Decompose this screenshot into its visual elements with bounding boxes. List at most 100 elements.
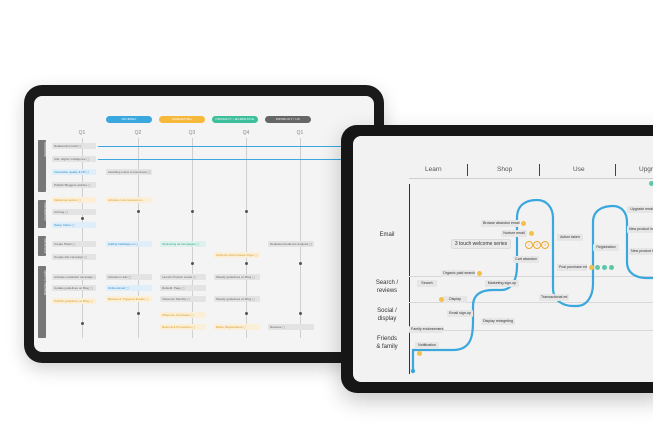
roadmap-cell[interactable]: Optimising ad campaigns ▢ <box>160 241 206 247</box>
roadmap-cell[interactable]: Awarding online to Facebook ▢ <box>106 169 152 175</box>
channel-divider <box>409 330 653 331</box>
header-rule <box>409 178 653 179</box>
status-dot <box>477 271 482 276</box>
touchpoint[interactable]: Family endorsement <box>409 326 444 333</box>
roadmap-cell[interactable]: Ads: Higher Intelligence ▢ <box>52 156 96 162</box>
roadmap-cell[interactable]: Activate in ads ▢ <box>106 274 152 280</box>
touchpoint[interactable]: Search <box>417 280 437 287</box>
roadmap-cell[interactable]: Relationship build ▢ <box>52 143 96 149</box>
roadmap-cell[interactable]: Reviews ▢ <box>268 324 314 330</box>
timeline-marker <box>245 210 248 213</box>
channel-search-reviews: Search / reviews <box>375 280 399 294</box>
stage-learn[interactable]: Learn <box>425 166 442 173</box>
channel-pill-journey[interactable]: JOURNEY <box>106 116 152 123</box>
roadmap-cell[interactable]: Publish Bloggers articles ▢ <box>52 182 96 188</box>
timeline-marker <box>81 322 84 325</box>
timeline-marker <box>245 312 248 315</box>
status-dot <box>439 297 444 302</box>
touchpoint[interactable]: Display retargeting <box>481 318 515 325</box>
status-dot <box>595 265 600 270</box>
roadmap-cell[interactable]: Google Ads campaign ▢ <box>52 254 96 260</box>
touchpoint[interactable]: Registration <box>593 244 619 251</box>
roadmap-cell[interactable]: Activate newsletter campaign ▢ <box>52 274 96 280</box>
channel-pill-product-marketing[interactable]: PRODUCT / MARKETING <box>212 116 258 123</box>
roadmap-cell[interactable]: Activate more focused on... <box>106 197 152 203</box>
roadmap-cell[interactable]: Optimize Performance Page ▢ <box>214 252 260 258</box>
timeline-marker <box>137 210 140 213</box>
roadmap-cell[interactable]: Wherever Consistent ▢ <box>160 312 206 318</box>
roadmap-cell[interactable]: Create Tiktok ▢ <box>52 241 96 247</box>
journey-path <box>410 198 653 374</box>
quarter-label: Q1 <box>296 130 304 136</box>
timeline-marker <box>299 262 302 265</box>
journey-map-screen: Learn Shop Use Upgr Email Search / revie… <box>353 136 653 382</box>
timeline-marker <box>299 312 302 315</box>
timeline-marker <box>191 262 194 265</box>
step-number: 2 <box>533 241 541 249</box>
channel-pill-marketing[interactable]: MARKETING <box>159 116 205 123</box>
roadmap-cell[interactable]: Better Registrations ▢ <box>214 324 260 330</box>
quarter-label: Q3 <box>188 130 196 136</box>
channel-email: Email <box>379 232 395 238</box>
touchpoint[interactable]: Organic paid search <box>441 270 476 277</box>
status-dot <box>589 265 594 270</box>
roadmap-cell[interactable]: Launch Product Leads ▢ <box>160 274 206 280</box>
touchpoint[interactable]: Transactional ed <box>539 294 569 301</box>
touchpoint[interactable]: Upgrade email <box>627 206 653 213</box>
touchpoint[interactable]: Action taken <box>557 234 583 241</box>
phase-conversion: Conversion <box>38 236 47 256</box>
timeline-line <box>138 138 139 338</box>
roadmap-cell[interactable]: Update guidelines on Blog ▢ <box>52 285 96 291</box>
roadmap-cell[interactable]: Behaviour Triggered Emails ▢ <box>106 296 152 302</box>
stage-upgrade[interactable]: Upgr <box>639 166 653 173</box>
welcome-series-highlight[interactable]: 3 touch welcome series <box>451 239 511 249</box>
quarter-label: Q4 <box>242 130 250 136</box>
stage-use[interactable]: Use <box>573 166 585 173</box>
touchpoint[interactable]: Post purchase ed <box>557 264 587 271</box>
status-dot <box>609 265 614 270</box>
timeline-marker <box>81 217 84 220</box>
roadmap-cell[interactable]: Influencer Monthly ▢ <box>160 296 206 302</box>
roadmap-cell[interactable]: Setup Yokoo ▢ <box>52 222 96 228</box>
phase-label: Awareness <box>43 142 47 157</box>
roadmap-cell[interactable]: Referral & Promotions ▢ <box>160 324 206 330</box>
channel-axis <box>409 184 411 374</box>
roadmap-cell[interactable]: Adding hashtags on ▢ <box>106 241 152 247</box>
step-number: 1 <box>525 241 533 249</box>
roadmap-cell[interactable]: Marketing section ▢ <box>52 197 96 203</box>
touchpoint[interactable]: New product info <box>627 226 653 233</box>
channel-pill-product-ux[interactable]: PRODUCT / UX <box>265 116 311 123</box>
stage-shop[interactable]: Shop <box>497 166 513 173</box>
timeline-line <box>82 138 83 338</box>
phase-consideration: Consideration <box>38 200 47 228</box>
roadmap-cell[interactable]: Weekly guidelines on Blog ▢ <box>214 296 260 302</box>
roadmap-cell[interactable]: Dedicated Audience analysis ▢ <box>268 241 314 247</box>
phase-awareness: Awareness <box>38 140 47 192</box>
roadmap-screen: JOURNEY MARKETING PRODUCT / MARKETING PR… <box>34 96 374 352</box>
touchpoint[interactable]: New product teaser <box>629 248 653 255</box>
roadmap-cell[interactable]: Weekly guidelines on Blog ▢ <box>214 274 260 280</box>
touchpoint[interactable]: Notification <box>415 342 439 349</box>
roadmap-cell[interactable]: Publish guidelines on Blog ▢ <box>52 298 96 304</box>
roadmap-cell[interactable]: Online Email ▢ <box>106 285 152 291</box>
status-dot <box>649 181 653 186</box>
timeline-marker <box>191 210 194 213</box>
touchpoint[interactable]: Email sign-up <box>447 310 473 317</box>
roadmap-cell[interactable]: Rebuild: Page ▢ <box>160 285 206 291</box>
phase-retention: Retention / Loyalty <box>38 266 47 338</box>
timeline-line <box>300 138 301 338</box>
roadmap-cell[interactable]: Incentivise quality & PR ▢ <box>52 169 96 175</box>
status-dot <box>417 351 422 356</box>
timeline-marker <box>137 312 140 315</box>
touchpoint[interactable]: Browse abandon email <box>481 220 520 227</box>
phase-label: Retention / Loyalty <box>43 270 47 295</box>
status-dot <box>521 221 526 226</box>
channel-divider <box>409 302 653 303</box>
channel-divider <box>409 276 653 277</box>
touchpoint[interactable]: Nurture email <box>501 230 527 237</box>
touchpoint[interactable]: Cart abandon <box>513 256 539 263</box>
touchpoint[interactable]: Marketing sign-up <box>485 280 519 287</box>
stage-divider <box>467 164 468 176</box>
roadmap-cell[interactable]: Ad blog ▢ <box>52 209 96 215</box>
touchpoint[interactable]: Display <box>443 296 467 303</box>
